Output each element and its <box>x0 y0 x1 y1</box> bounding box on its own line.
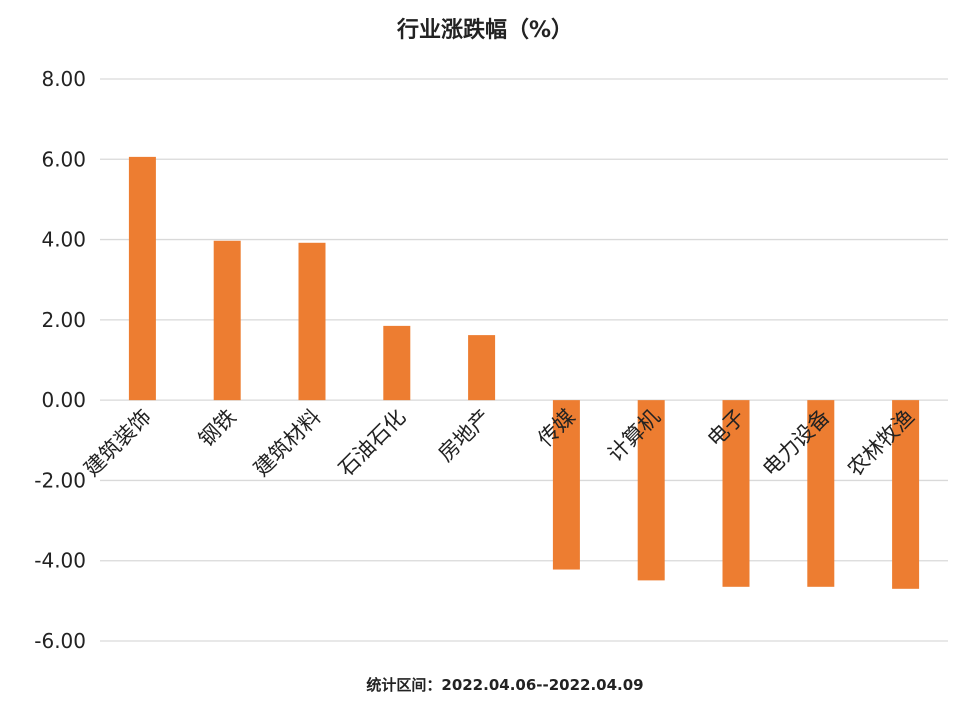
category-label: 建筑材料 <box>249 405 325 481</box>
bar <box>383 325 411 401</box>
y-tick-label: 6.00 <box>41 147 86 171</box>
y-tick-label: -4.00 <box>34 549 86 573</box>
y-tick-label: 8.00 <box>41 67 86 91</box>
y-tick-label: -6.00 <box>34 629 86 653</box>
chart-title: 行业涨跌幅（%） <box>396 18 574 43</box>
bar <box>552 400 580 570</box>
category-label: 建筑装饰 <box>80 405 156 481</box>
bar <box>128 156 156 401</box>
bar <box>892 400 920 589</box>
date-range-note: 统计区间：2022.04.06--2022.04.09 <box>366 676 644 694</box>
y-tick-label: -2.00 <box>34 468 86 492</box>
bar <box>722 400 750 587</box>
category-label: 钢铁 <box>194 405 241 452</box>
category-label: 房地产 <box>434 405 496 467</box>
category-label: 石油石化 <box>334 405 410 481</box>
y-tick-label: 2.00 <box>41 308 86 332</box>
bar <box>213 240 241 401</box>
bar <box>807 400 835 587</box>
bar <box>298 242 326 401</box>
y-tick-label: 4.00 <box>41 228 86 252</box>
bar <box>468 335 496 401</box>
bar <box>637 400 665 581</box>
y-tick-label: 0.00 <box>41 388 86 412</box>
